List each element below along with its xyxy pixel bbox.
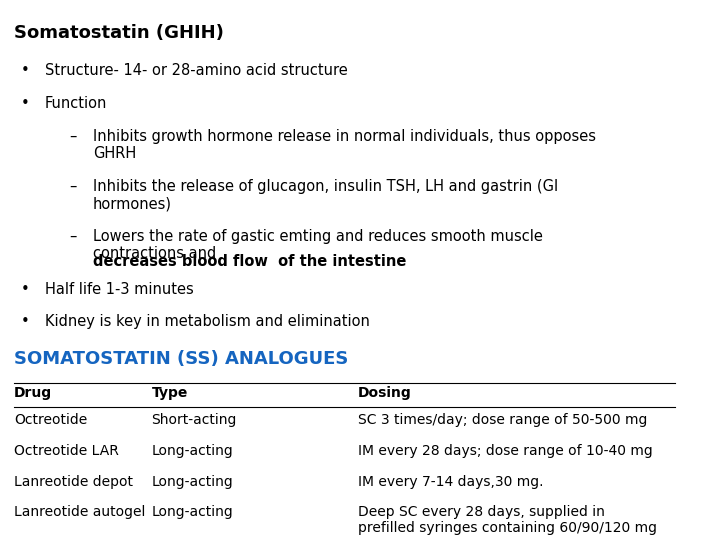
Text: Type: Type <box>151 386 188 400</box>
Text: Inhibits growth hormone release in normal individuals, thus opposes
GHRH: Inhibits growth hormone release in norma… <box>93 129 596 161</box>
Text: Lanreotide autogel: Lanreotide autogel <box>14 505 145 519</box>
Text: •: • <box>21 63 30 78</box>
Text: Octreotide LAR: Octreotide LAR <box>14 444 119 458</box>
Text: Lowers the rate of gastic emting and reduces smooth muscle
contractions and: Lowers the rate of gastic emting and red… <box>93 229 543 261</box>
Text: Dosing: Dosing <box>358 386 412 400</box>
Text: Long-acting: Long-acting <box>151 444 233 458</box>
Text: •: • <box>21 281 30 296</box>
Text: Somatostatin (GHIH): Somatostatin (GHIH) <box>14 24 224 42</box>
Text: –: – <box>69 129 76 144</box>
Text: –: – <box>69 179 76 194</box>
Text: decreases blood flow  of the intestine: decreases blood flow of the intestine <box>93 254 406 269</box>
Text: •: • <box>21 96 30 111</box>
Text: Long-acting: Long-acting <box>151 505 233 519</box>
Text: Octreotide: Octreotide <box>14 414 87 427</box>
Text: IM every 7-14 days,30 mg.: IM every 7-14 days,30 mg. <box>358 475 544 489</box>
Text: Deep SC every 28 days, supplied in
prefilled syringes containing 60/90/120 mg: Deep SC every 28 days, supplied in prefi… <box>358 505 657 535</box>
Text: •: • <box>21 314 30 329</box>
Text: Short-acting: Short-acting <box>151 414 237 427</box>
Text: –: – <box>69 229 76 244</box>
Text: Half life 1-3 minutes: Half life 1-3 minutes <box>45 281 194 296</box>
Text: Kidney is key in metabolism and elimination: Kidney is key in metabolism and eliminat… <box>45 314 369 329</box>
Text: Lanreotide depot: Lanreotide depot <box>14 475 132 489</box>
Text: Long-acting: Long-acting <box>151 475 233 489</box>
Text: SOMATOSTATIN (SS) ANALOGUES: SOMATOSTATIN (SS) ANALOGUES <box>14 350 348 368</box>
Text: Function: Function <box>45 96 107 111</box>
Text: Drug: Drug <box>14 386 52 400</box>
Text: IM every 28 days; dose range of 10-40 mg: IM every 28 days; dose range of 10-40 mg <box>358 444 653 458</box>
Text: Structure- 14- or 28-amino acid structure: Structure- 14- or 28-amino acid structur… <box>45 63 348 78</box>
Text: Inhibits the release of glucagon, insulin TSH, LH and gastrin (GI
hormones): Inhibits the release of glucagon, insuli… <box>93 179 558 211</box>
Text: SC 3 times/day; dose range of 50-500 mg: SC 3 times/day; dose range of 50-500 mg <box>358 414 647 427</box>
